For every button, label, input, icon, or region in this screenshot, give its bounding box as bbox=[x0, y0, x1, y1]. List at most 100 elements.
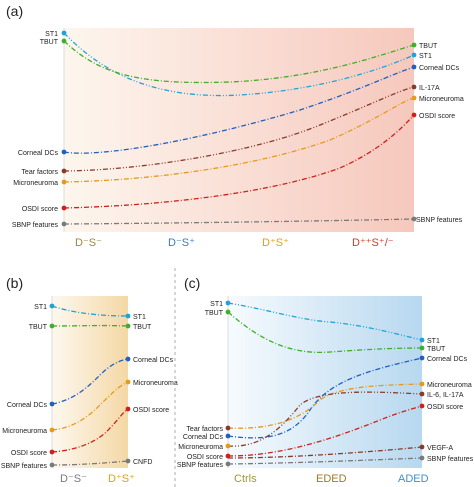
label-c-right-2: Corneal DCs bbox=[427, 356, 468, 363]
curve-c-dcs bbox=[227, 357, 423, 439]
panel-b-label: (b) bbox=[6, 275, 23, 291]
dot-c-sbnp-left bbox=[225, 461, 231, 467]
dot-b-osdi-right bbox=[125, 406, 131, 412]
dot-c-il-right bbox=[419, 391, 425, 397]
dot-a-micro-right bbox=[411, 95, 417, 101]
label-b-right-1: TBUT bbox=[133, 324, 152, 331]
dot-a-tear-left bbox=[61, 168, 67, 174]
label-c-left-4: Microneuroma bbox=[178, 444, 223, 451]
dot-c-st1-right bbox=[419, 337, 425, 343]
panel-a-background bbox=[64, 28, 414, 232]
label-b-right-4: OSDI score bbox=[133, 407, 169, 414]
curve-c-tear bbox=[227, 391, 423, 447]
curve-a-tbut bbox=[63, 40, 415, 84]
label-c-right-6: VEGF-A bbox=[427, 445, 453, 452]
dot-a-micro-left bbox=[61, 179, 67, 185]
dot-a-dcs-left bbox=[61, 149, 67, 155]
dot-c-sbnp-right bbox=[419, 455, 425, 461]
label-a-right-3: IL-17A bbox=[419, 85, 440, 92]
label-a-right-6: SBNP features bbox=[416, 217, 463, 224]
label-c-left-5: OSDI score bbox=[187, 454, 223, 461]
axis-a-3: D⁺⁺S⁺/⁻ bbox=[352, 237, 394, 249]
curve-c-micro bbox=[227, 383, 423, 429]
dot-a-osdi-left bbox=[61, 205, 67, 211]
dot-a-tbut-left bbox=[61, 38, 67, 44]
dot-c-st1-left bbox=[225, 300, 231, 306]
curve-c-vegf bbox=[227, 446, 423, 459]
axis-b-0: D⁻S⁻ bbox=[60, 473, 87, 485]
label-a-left-5: OSDI score bbox=[22, 206, 58, 213]
label-a-left-3: Tear factors bbox=[21, 169, 58, 176]
panel-c: (c) ST1 TBUT Tear factors Corneal DCs Mi… bbox=[177, 275, 474, 485]
dot-a-sbnp-left bbox=[61, 221, 67, 227]
curve-a-micro bbox=[63, 97, 415, 183]
dot-c-dcs-left bbox=[225, 433, 231, 439]
panel-a: (a) ST1 TBUT Corneal DCs Tear factors Mi… bbox=[6, 3, 464, 249]
dot-a-osdi-right bbox=[411, 112, 417, 118]
dot-b-osdi-left bbox=[49, 449, 55, 455]
axis-c-1: EDED bbox=[316, 473, 347, 485]
label-c-left-3: Corneal DCs bbox=[183, 434, 224, 441]
label-c-left-6: SBNP features bbox=[177, 462, 224, 469]
label-c-right-0: ST1 bbox=[427, 338, 440, 345]
label-b-left-5: SBNP features bbox=[1, 463, 48, 470]
dot-c-tear-left bbox=[225, 425, 231, 431]
label-c-right-5: OSDI score bbox=[427, 404, 463, 411]
axis-a-0: D⁻S⁻ bbox=[75, 237, 102, 249]
dot-c-dcs-right bbox=[419, 355, 425, 361]
dot-b-cnfd-right bbox=[125, 458, 131, 464]
panel-c-label: (c) bbox=[184, 275, 200, 291]
label-c-right-3: Microneuroma bbox=[427, 382, 472, 389]
label-a-left-6: SBNP features bbox=[12, 222, 59, 229]
panel-c-background bbox=[228, 296, 422, 468]
label-a-left-0: ST1 bbox=[45, 31, 58, 38]
axis-a-1: D⁻S⁺ bbox=[168, 237, 195, 249]
axis-a-2: D⁺S⁺ bbox=[262, 237, 289, 249]
label-a-left-2: Corneal DCs bbox=[18, 150, 59, 157]
dot-c-tbut-left bbox=[225, 309, 231, 315]
dot-c-tbut-right bbox=[419, 345, 425, 351]
label-a-right-1: ST1 bbox=[419, 53, 432, 60]
dot-b-dcs-right bbox=[125, 356, 131, 362]
dot-b-st1-right bbox=[125, 313, 131, 319]
dot-c-osdi-left bbox=[225, 453, 231, 459]
dot-c-vegf-right bbox=[419, 444, 425, 450]
dot-b-micro-right bbox=[125, 379, 131, 385]
curve-b-st1 bbox=[51, 305, 129, 317]
label-b-right-2: Corneal DCs bbox=[133, 357, 174, 364]
dot-a-sbnp-right bbox=[411, 216, 417, 222]
axis-b-1: D⁺S⁺ bbox=[108, 473, 135, 485]
dot-b-dcs-left bbox=[49, 401, 55, 407]
dot-c-micro-right bbox=[419, 381, 425, 387]
label-c-right-4: IL-6, IL-17A bbox=[427, 392, 464, 399]
label-c-right-1: TBUT bbox=[427, 346, 446, 353]
dot-b-st1-left bbox=[49, 303, 55, 309]
label-c-left-1: TBUT bbox=[205, 310, 224, 317]
dot-b-sbnp-left bbox=[49, 462, 55, 468]
dot-a-tbut-right bbox=[411, 42, 417, 48]
label-a-right-0: TBUT bbox=[419, 43, 438, 50]
curve-a-dcs bbox=[63, 66, 415, 154]
label-b-right-0: ST1 bbox=[133, 314, 146, 321]
curve-b-micro bbox=[51, 381, 129, 431]
dot-c-micro-left bbox=[225, 443, 231, 449]
curve-a-osdi bbox=[63, 114, 415, 209]
label-b-left-3: Microneuroma bbox=[2, 428, 47, 435]
label-a-right-5: OSDI score bbox=[419, 113, 455, 120]
label-a-left-1: TBUT bbox=[40, 39, 59, 46]
panel-a-label: (a) bbox=[6, 3, 23, 19]
label-b-left-1: TBUT bbox=[29, 324, 48, 331]
label-b-left-2: Corneal DCs bbox=[7, 402, 48, 409]
dot-a-st1-left bbox=[61, 30, 67, 36]
axis-c-0: Ctrls bbox=[234, 473, 257, 485]
label-b-right-5: CNFD bbox=[133, 459, 152, 466]
dot-a-il17-right bbox=[411, 84, 417, 90]
curve-c-osdi bbox=[227, 405, 423, 457]
label-c-left-2: Tear factors bbox=[186, 426, 223, 433]
label-a-left-4: Microneuroma bbox=[13, 180, 58, 187]
axis-c-2: ADED bbox=[398, 473, 429, 485]
curve-b-osdi bbox=[51, 408, 129, 453]
curve-a-sbnp bbox=[63, 218, 415, 225]
dot-b-micro-left bbox=[49, 427, 55, 433]
